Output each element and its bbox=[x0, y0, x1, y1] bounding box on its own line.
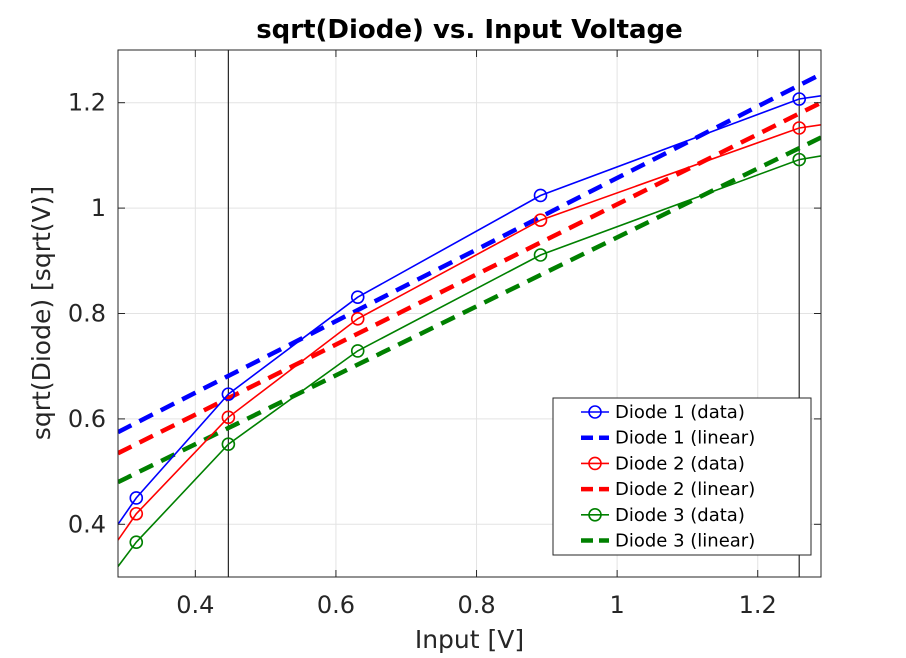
data-point-marker bbox=[350, 344, 365, 358]
y-tick-label: 1 bbox=[91, 194, 106, 222]
legend-entry-1: Diode 1 (data) bbox=[615, 402, 745, 423]
data-point-marker bbox=[221, 410, 236, 425]
chart-title: sqrt(Diode) vs. Input Voltage bbox=[256, 15, 683, 45]
data-point-marker bbox=[221, 437, 236, 451]
series-line-1 bbox=[118, 95, 821, 525]
series-layer bbox=[118, 72, 821, 567]
data-point-marker bbox=[533, 188, 548, 203]
legend-box bbox=[552, 397, 812, 556]
y-tick-label: 1.2 bbox=[68, 89, 106, 117]
series-line-5 bbox=[118, 155, 821, 567]
data-point-marker bbox=[129, 535, 144, 550]
data-point-marker bbox=[350, 311, 365, 326]
data-point-marker bbox=[350, 290, 365, 304]
legend-entry-6: Diode 3 (linear) bbox=[615, 531, 755, 552]
x-tick-label: 0.4 bbox=[176, 591, 214, 619]
y-tick-label: 0.6 bbox=[68, 405, 106, 433]
axis-ticks: 0.4 0.6 0.8 1 1.2 0.4 0.6 0.8 1 1.2 bbox=[68, 50, 821, 619]
legend: Diode 1 (data) Diode 1 (linear) Diode 2 (d… bbox=[552, 397, 812, 556]
data-point-marker bbox=[129, 506, 144, 521]
y-tick-label: 0.4 bbox=[68, 510, 106, 538]
x-tick-label: 1.2 bbox=[739, 591, 777, 619]
data-point-marker bbox=[221, 387, 236, 401]
legend-entry-3: Diode 2 (data) bbox=[615, 453, 745, 474]
x-axis-label: Input [V] bbox=[415, 625, 524, 654]
legend-marker-1 bbox=[588, 405, 602, 419]
x-tick-label: 0.6 bbox=[317, 591, 355, 619]
x-tick-label: 0.8 bbox=[457, 591, 495, 619]
x-tick-label: 1 bbox=[609, 591, 624, 619]
data-point-marker bbox=[792, 121, 807, 135]
data-point-marker bbox=[129, 491, 144, 505]
data-point-marker bbox=[533, 248, 548, 262]
legend-entry-2: Diode 1 (linear) bbox=[615, 428, 755, 449]
y-axis-label: sqrt(Diode) [sqrt(V)] bbox=[27, 186, 56, 440]
series-line-4 bbox=[118, 100, 821, 456]
data-point-marker bbox=[792, 92, 807, 106]
legend-entry-5: Diode 3 (data) bbox=[615, 505, 745, 526]
y-tick-label: 0.8 bbox=[68, 300, 106, 328]
data-point-marker bbox=[792, 152, 807, 167]
legend-marker-5 bbox=[588, 507, 602, 522]
legend-entry-4: Diode 2 (linear) bbox=[615, 479, 755, 500]
legend-marker-3 bbox=[588, 456, 602, 471]
data-point-marker bbox=[533, 213, 548, 228]
series-line-3 bbox=[118, 124, 821, 541]
